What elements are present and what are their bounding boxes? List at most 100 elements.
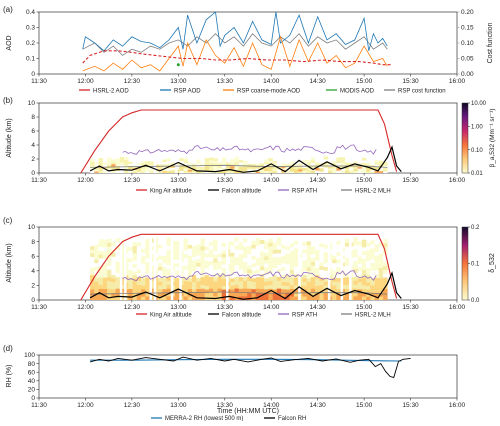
heatmap-cell — [243, 166, 248, 170]
heatmap-cell — [209, 276, 214, 281]
colorbar-depolarization — [461, 226, 469, 301]
x-tick-label: 13:30 — [217, 78, 234, 85]
heatmap-cell — [289, 171, 295, 173]
heatmap-cell — [119, 159, 125, 163]
heatmap-cell — [255, 265, 261, 270]
heatmap-cell — [221, 271, 227, 276]
heatmap-cell — [276, 245, 282, 250]
heatmap-cell — [281, 163, 286, 166]
heatmap-cell — [132, 256, 138, 261]
heatmap-cell — [323, 170, 329, 173]
heatmap-cell — [247, 161, 252, 164]
heatmap-cell — [162, 248, 167, 253]
heatmap-cell — [378, 242, 384, 247]
y-tick-label: 6 — [31, 128, 35, 135]
heatmap-cell — [209, 162, 214, 166]
heatmap-cell — [306, 267, 312, 271]
heatmap-cell — [264, 170, 269, 173]
x-tick-label: 15:30 — [402, 402, 419, 409]
heatmap-cell — [136, 249, 142, 254]
heatmap-cell — [344, 250, 350, 255]
heatmap-cell — [196, 266, 201, 271]
heatmap-cell — [255, 171, 261, 173]
heatmap-cell — [310, 292, 316, 297]
heatmap-cell — [192, 249, 197, 254]
heatmap-cell — [302, 249, 307, 254]
heatmap-cell — [136, 169, 142, 172]
heatmap-cell — [378, 264, 384, 268]
heatmap-cell — [344, 164, 350, 167]
heatmap-cell — [366, 267, 371, 272]
data-gap — [119, 228, 123, 300]
heatmap-cell — [102, 273, 108, 278]
heatmap-cell — [217, 260, 222, 266]
heatmap-cell — [209, 292, 214, 297]
heatmap-cell — [306, 160, 312, 163]
heatmap-cell — [315, 292, 320, 297]
heatmap-cell — [234, 280, 239, 285]
heatmap-cell — [298, 171, 303, 173]
heatmap-cell — [276, 268, 282, 273]
heatmap-cell — [94, 288, 99, 293]
heatmap-cell — [98, 246, 104, 251]
heatmap-cell — [115, 158, 121, 162]
heatmap-cell — [132, 171, 138, 173]
heatmap-cell — [289, 296, 295, 300]
heatmap-cell — [238, 166, 244, 169]
heatmap-cell — [141, 171, 146, 173]
heatmap-cell — [323, 240, 329, 245]
heatmap-cell — [378, 160, 384, 164]
heatmap-cell — [90, 292, 95, 297]
heatmap-cell — [319, 246, 324, 251]
heatmap-cell — [90, 289, 95, 294]
heatmap-cell — [94, 263, 99, 267]
heatmap-cell — [102, 164, 108, 167]
heatmap-cell — [289, 284, 295, 289]
heatmap-cell — [276, 161, 282, 164]
heatmap-cell — [383, 243, 388, 248]
heatmap-cell — [234, 288, 239, 293]
heatmap-cell — [302, 170, 307, 173]
heatmap-cell — [247, 253, 252, 258]
heatmap-cell — [383, 246, 388, 251]
heatmap-cell — [306, 245, 312, 249]
heatmap-cell — [255, 166, 261, 169]
heatmap-cell — [293, 266, 299, 271]
heatmap-cell — [264, 289, 269, 293]
heatmap-cell — [293, 170, 299, 172]
heatmap-cell — [145, 292, 150, 297]
heatmap-cell — [251, 266, 256, 271]
heatmap-cell — [251, 168, 256, 171]
heatmap-cell — [170, 165, 176, 168]
heatmap-cell — [264, 259, 269, 264]
heatmap-cell — [209, 257, 214, 262]
heatmap-cell — [230, 285, 235, 290]
heatmap-cell — [323, 255, 329, 260]
heatmap-cell — [90, 245, 95, 250]
heatmap-cell — [383, 165, 388, 168]
heatmap-cell — [145, 265, 150, 270]
series-falcon-altitude — [89, 271, 402, 300]
heatmap-cell — [145, 163, 150, 166]
heatmap-cell — [243, 269, 248, 274]
heatmap-cell — [259, 251, 265, 256]
heatmap-cell — [196, 259, 201, 263]
heatmap-cell — [200, 269, 205, 274]
heatmap-cell — [119, 164, 125, 168]
heatmap-cell — [336, 240, 341, 245]
heatmap-cell — [128, 254, 133, 259]
heatmap-cell — [158, 288, 163, 293]
heatmap-cell — [374, 162, 380, 165]
heatmap-cell — [90, 267, 95, 272]
heatmap-cell — [276, 257, 282, 262]
x-tick-label: 12:00 — [77, 177, 94, 184]
heatmap-cell — [230, 159, 235, 162]
heatmap-cell — [327, 171, 333, 173]
data-gap — [153, 228, 157, 300]
x-tick-label: 14:00 — [263, 177, 280, 184]
heatmap-cell — [344, 296, 350, 300]
heatmap-cell — [234, 284, 239, 289]
heatmap-cell — [158, 274, 163, 279]
heatmap-cell — [175, 240, 180, 245]
